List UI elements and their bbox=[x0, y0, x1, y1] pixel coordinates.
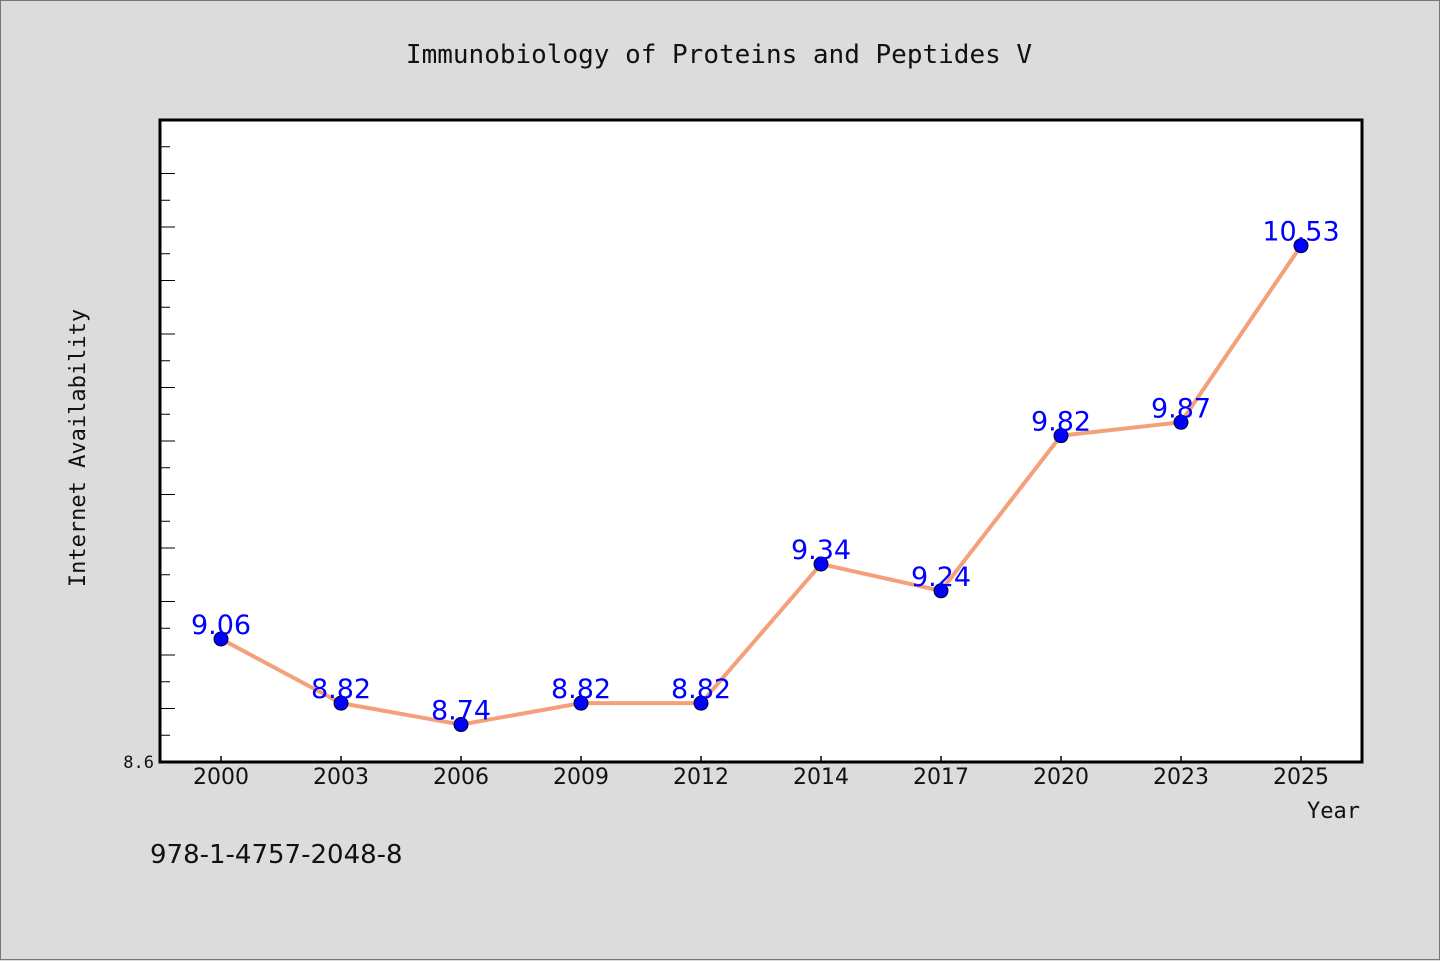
series-line bbox=[219, 243, 1303, 727]
series-layer bbox=[213, 238, 1309, 733]
data-point bbox=[1053, 428, 1069, 444]
data-labels: 9.06 8.82 8.74 8.82 8.82 9.34 9.24 9.82 9.87 10.5… bbox=[191, 217, 1340, 727]
x-axis-ticks: 2000 2003 2006 2009 2012 2014 2017 2020 2023 2025 bbox=[193, 756, 1329, 790]
data-label: 8.82 bbox=[551, 674, 611, 705]
data-label: 10.53 bbox=[1262, 217, 1339, 248]
data-label: 9.87 bbox=[1151, 393, 1211, 424]
data-point bbox=[213, 631, 229, 647]
x-tick-label: 2017 bbox=[913, 765, 969, 790]
x-axis-label: Year bbox=[1307, 799, 1360, 824]
chart-title: Immunobiology of Proteins and Peptides V bbox=[406, 40, 1032, 70]
data-label: 8.82 bbox=[671, 674, 731, 705]
data-point bbox=[813, 556, 829, 572]
data-label: 9.34 bbox=[791, 535, 851, 566]
x-tick-label: 2000 bbox=[193, 765, 249, 790]
x-tick-label: 2006 bbox=[433, 765, 489, 790]
x-tick-label: 2023 bbox=[1153, 765, 1209, 790]
data-point bbox=[453, 717, 469, 733]
isbn-label: 978-1-4757-2048-8 bbox=[150, 840, 403, 870]
data-label: 8.82 bbox=[311, 674, 371, 705]
data-point bbox=[1173, 414, 1189, 430]
x-tick-label: 2014 bbox=[793, 765, 849, 790]
x-tick-label: 2020 bbox=[1033, 765, 1089, 790]
plot-area bbox=[158, 118, 1364, 764]
data-point bbox=[933, 583, 949, 599]
x-tick-label: 2003 bbox=[313, 765, 369, 790]
x-tick-label: 2025 bbox=[1273, 765, 1329, 790]
data-label: 9.82 bbox=[1031, 407, 1091, 438]
y-axis-label: Internet Availability bbox=[66, 309, 91, 587]
data-label: 8.74 bbox=[431, 696, 491, 727]
data-label: 9.24 bbox=[911, 562, 971, 593]
data-point bbox=[1293, 238, 1309, 254]
x-tick-label: 2012 bbox=[673, 765, 729, 790]
data-point bbox=[573, 695, 589, 711]
data-point bbox=[333, 695, 349, 711]
y-tick-label: 8.6 bbox=[123, 753, 154, 773]
x-tick-label: 2009 bbox=[553, 765, 609, 790]
data-label: 9.06 bbox=[191, 610, 251, 641]
data-point bbox=[693, 695, 709, 711]
y-axis-ticks: 8.6 bbox=[123, 146, 175, 773]
